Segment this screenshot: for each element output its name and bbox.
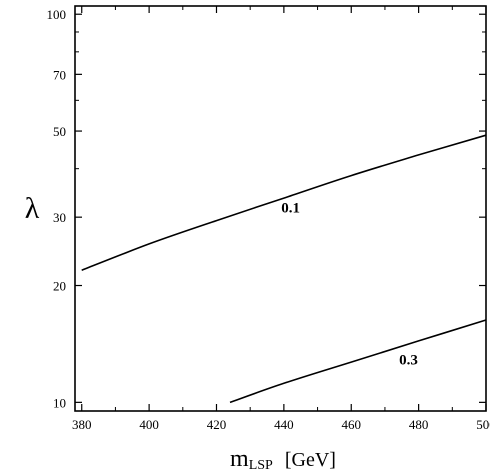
plot-frame [74, 5, 487, 412]
y-tick-label: 10 [53, 395, 66, 410]
y-tick-label: 30 [53, 210, 66, 225]
series-line-0.3 [229, 319, 487, 404]
x-tick-label: 380 [72, 417, 92, 432]
x-tick-label: 500 [476, 417, 490, 432]
x-tick-label: 460 [341, 417, 361, 432]
y-tick-label: 50 [53, 124, 66, 139]
series-label-0.1: 0.1 [281, 201, 300, 217]
x-tick-label: 440 [274, 417, 294, 432]
x-tick-label: 400 [139, 417, 159, 432]
y-tick-label: 100 [47, 7, 67, 22]
x-tick-label: 480 [409, 417, 429, 432]
series-label-0.3: 0.3 [399, 353, 418, 369]
x-axis-title: mLSP [GeV] [230, 446, 336, 473]
x-axis-title-unit: [GeV] [285, 449, 336, 471]
x-axis-title-main: m [230, 446, 249, 472]
x-axis-title-subscript: LSP [249, 458, 273, 473]
y-axis-title: λ [25, 192, 40, 225]
plot-marks: 0.1 0.3 [81, 134, 487, 404]
axis-ticks: 380 400 420 440 460 480 500 10 20 30 50 70 100 [47, 6, 490, 432]
series-line-0.1 [81, 134, 487, 271]
y-tick-label: 70 [53, 67, 66, 82]
x-tick-label: 420 [207, 417, 227, 432]
y-tick-label: 20 [53, 279, 66, 294]
